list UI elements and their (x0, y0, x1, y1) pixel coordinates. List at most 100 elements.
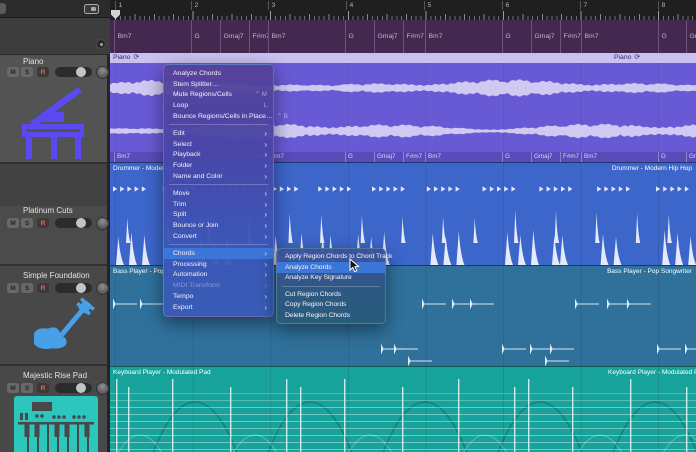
submenu-chevron-icon: › (264, 259, 267, 269)
menu-item-playback[interactable]: Playback › (173, 150, 267, 160)
record-button[interactable]: R (37, 283, 49, 293)
chord-g[interactable]: G (502, 20, 531, 53)
menu-item-export[interactable]: Export › (173, 302, 267, 312)
pan-knob[interactable] (96, 65, 109, 79)
chord-bm7[interactable]: Bm7 (114, 20, 191, 53)
chord-bm7[interactable]: Bm7 (268, 152, 345, 162)
menu-item-split[interactable]: Split › (173, 210, 267, 220)
solo-button[interactable]: S (21, 218, 33, 228)
menu-item-processing[interactable]: Processing › (173, 259, 267, 269)
submenu-chevron-icon: › (264, 172, 267, 182)
menu-item-bounce-or-join[interactable]: Bounce or Join › (173, 221, 267, 231)
menu-item-automation[interactable]: Automation › (173, 270, 267, 280)
menu-item-tempo[interactable]: Tempo › (173, 292, 267, 302)
volume-slider[interactable] (55, 67, 92, 77)
chord-bm7[interactable]: Bm7 (114, 152, 191, 162)
submenu-item-analyze-chords[interactable]: Analyze Chords (277, 262, 385, 273)
chord-fsharpm7[interactable]: F#m7 (560, 20, 581, 53)
submenu-item-analyze-key-signature[interactable]: Analyze Key Signature (285, 274, 352, 282)
playhead-marker[interactable] (111, 10, 120, 19)
chord-g[interactable]: G (658, 20, 686, 53)
submenu-item-apply-region-chords-to-chord-track[interactable]: Apply Region Chords to Chord Track (285, 253, 393, 261)
disclosure-circle-icon[interactable] (96, 39, 106, 49)
solo-button[interactable]: S (21, 67, 33, 77)
chord-gmaj7[interactable]: Gmaj7 (531, 152, 560, 162)
mute-button[interactable]: M (7, 383, 19, 393)
submenu-item-cut-region-chords[interactable]: Cut Region Chords (285, 290, 342, 298)
chord-fsharpm7[interactable]: F#m7 (560, 152, 581, 162)
volume-slider[interactable] (55, 383, 92, 393)
chord-fsharpm7[interactable]: F#m7 (403, 20, 425, 53)
chord-bm7[interactable]: Bm7 (581, 152, 658, 162)
chord-gmaj7[interactable]: Gmaj7 (374, 152, 403, 162)
volume-slider[interactable] (55, 283, 92, 293)
submenu-item-copy-region-chords[interactable]: Copy Region Chords (285, 301, 347, 309)
bass-guitar-icon (34, 297, 95, 349)
mute-button[interactable]: M (7, 283, 19, 293)
submenu-chevron-icon: › (264, 199, 267, 209)
chord-bm7[interactable]: Bm7 (425, 152, 502, 162)
menu-item-mute-regions-cells[interactable]: Mute Regions/Cells ⌃ M (173, 91, 267, 99)
bar-number-8: 8 (658, 1, 665, 10)
bar-number-2: 2 (191, 1, 198, 10)
volume-slider-knob[interactable] (76, 283, 86, 293)
volume-slider-knob[interactable] (76, 383, 86, 393)
chord-bm7[interactable]: Bm7 (268, 20, 345, 53)
piano-region-header[interactable]: Piano ⟳ Piano ⟳ (110, 53, 696, 63)
chord-g[interactable]: G (502, 152, 531, 162)
chord-bm7[interactable]: Bm7 (425, 20, 502, 53)
pan-knob[interactable] (96, 281, 109, 295)
chord-bm7[interactable]: Bm7 (581, 20, 658, 53)
menu-item-chords[interactable]: Chords › (164, 247, 273, 259)
menu-item-trim[interactable]: Trim › (173, 199, 267, 209)
chord-g[interactable]: G (191, 20, 220, 53)
menu-item-name-and-color[interactable]: Name and Color › (173, 172, 267, 182)
chord-g[interactable]: G (658, 152, 686, 162)
menu-item-move[interactable]: Move › (173, 188, 267, 198)
chord-gmaj7[interactable]: Gmaj7 (374, 20, 403, 53)
keyboard-region[interactable]: Keyboard Player - Modulated Pad Keyboard… (110, 366, 696, 452)
chord-gmaj7[interactable]: Gmaj7 (686, 152, 696, 162)
pan-knob[interactable] (96, 381, 109, 395)
record-button[interactable]: R (37, 218, 49, 228)
menu-item-convert[interactable]: Convert › (173, 232, 267, 242)
chord-g[interactable]: G (345, 20, 374, 53)
volume-slider[interactable] (55, 218, 92, 228)
chord-gmaj7[interactable]: Gmaj7 (686, 20, 696, 53)
solo-button[interactable]: S (21, 383, 33, 393)
chord-gmaj7[interactable]: Gmaj7 (531, 20, 560, 53)
region-name: Drummer - Modern Hip Hop (611, 165, 692, 172)
menu-item-select[interactable]: Select › (173, 139, 267, 149)
mute-button[interactable]: M (7, 67, 19, 77)
bar-number-6: 6 (502, 1, 509, 10)
submenu-item-delete-region-chords[interactable]: Delete Region Chords (285, 311, 350, 319)
solo-button[interactable]: S (21, 283, 33, 293)
toolbar-button-partial[interactable] (0, 3, 6, 14)
record-button[interactable]: R (37, 383, 49, 393)
chord-g[interactable]: G (345, 152, 374, 162)
chord-gmaj7[interactable]: Gmaj7 (220, 20, 249, 53)
menu-item-stem-splitter[interactable]: Stem Splitter… (173, 80, 219, 88)
menu-item-loop[interactable]: Loop L (173, 102, 267, 110)
track-header-config-button[interactable] (84, 4, 99, 14)
ruler-ticks (110, 11, 696, 20)
mute-button[interactable]: M (7, 218, 19, 228)
menu-item-analyze-chords[interactable]: Analyze Chords (173, 69, 221, 77)
menu-item-edit[interactable]: Edit › (173, 128, 267, 138)
menu-item-midi-transform[interactable]: MIDI Transform › (173, 281, 267, 291)
pan-knob[interactable] (96, 216, 109, 230)
chord-track[interactable]: Bm7GGmaj7F#m7Bm7GGmaj7F#m7Bm7GGmaj7F#m7B… (110, 20, 696, 53)
menu-item-bounce-regions-cells-in-place[interactable]: Bounce Regions/Cells in Place… ⌃ B (173, 113, 288, 121)
chord-fsharpm7[interactable]: F#m7 (403, 152, 425, 162)
volume-slider-knob[interactable] (76, 67, 86, 77)
record-button[interactable]: R (37, 67, 49, 77)
volume-slider-knob[interactable] (76, 218, 86, 228)
chord-fsharpm7[interactable]: F#m7 (249, 20, 268, 53)
menu-item-folder[interactable]: Folder › (173, 161, 267, 171)
